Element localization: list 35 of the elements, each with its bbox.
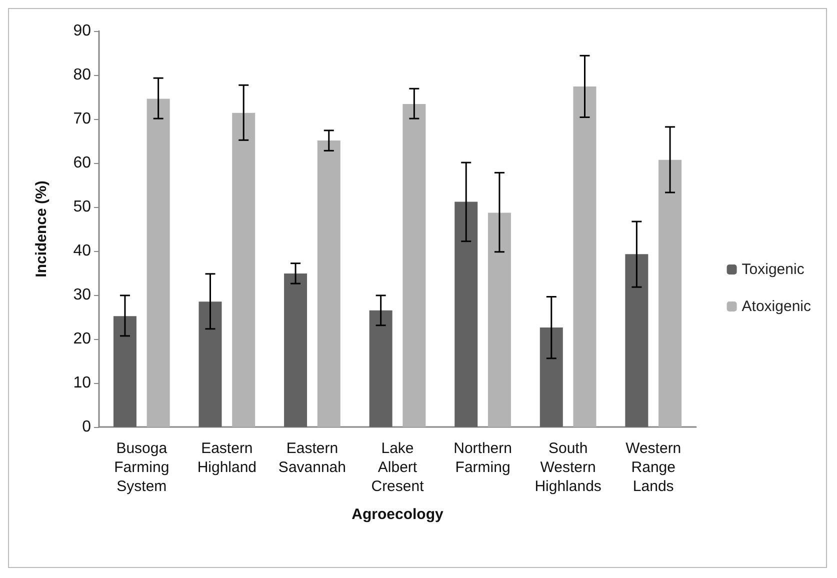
bar	[573, 86, 596, 427]
bar	[454, 202, 478, 427]
x-tick-label: Western Range Lands	[626, 440, 682, 495]
y-tick-label: 40	[73, 242, 92, 260]
y-tick-label: 10	[73, 374, 92, 392]
bar	[540, 328, 563, 427]
bar	[198, 302, 222, 427]
x-tick-label: Lake Albert Cresent	[371, 440, 425, 495]
y-tick-label: 20	[73, 330, 92, 348]
bar	[402, 104, 426, 427]
x-tick-label: Eastern Savannah	[278, 440, 346, 476]
y-tick-label: 50	[73, 198, 92, 216]
bar	[317, 140, 340, 427]
y-tick-label: 90	[73, 22, 92, 40]
y-tick-label: 60	[73, 154, 92, 172]
bar	[658, 160, 682, 427]
x-axis-title: Agroecology	[352, 506, 444, 523]
bar	[284, 273, 308, 427]
bar	[488, 212, 511, 427]
x-tick-label: Eastern Highland	[197, 440, 257, 476]
legend-label: Atoxigenic	[742, 298, 812, 315]
x-tick-label: Busoga Farming System	[114, 440, 170, 495]
y-tick-label: 80	[73, 66, 92, 84]
bar	[146, 98, 170, 427]
legend-label: Toxigenic	[742, 261, 805, 278]
y-tick-label: 0	[82, 418, 92, 436]
x-tick-label: South Western Highlands	[534, 440, 602, 495]
bar	[625, 254, 648, 427]
y-axis-title: Incidence (%)	[33, 180, 50, 278]
bar	[113, 316, 136, 427]
x-tick-label: Northern Farming	[454, 440, 512, 476]
y-tick-label: 70	[73, 110, 92, 128]
y-tick-label: 30	[73, 286, 92, 304]
bar	[369, 310, 392, 427]
bar	[232, 112, 256, 427]
